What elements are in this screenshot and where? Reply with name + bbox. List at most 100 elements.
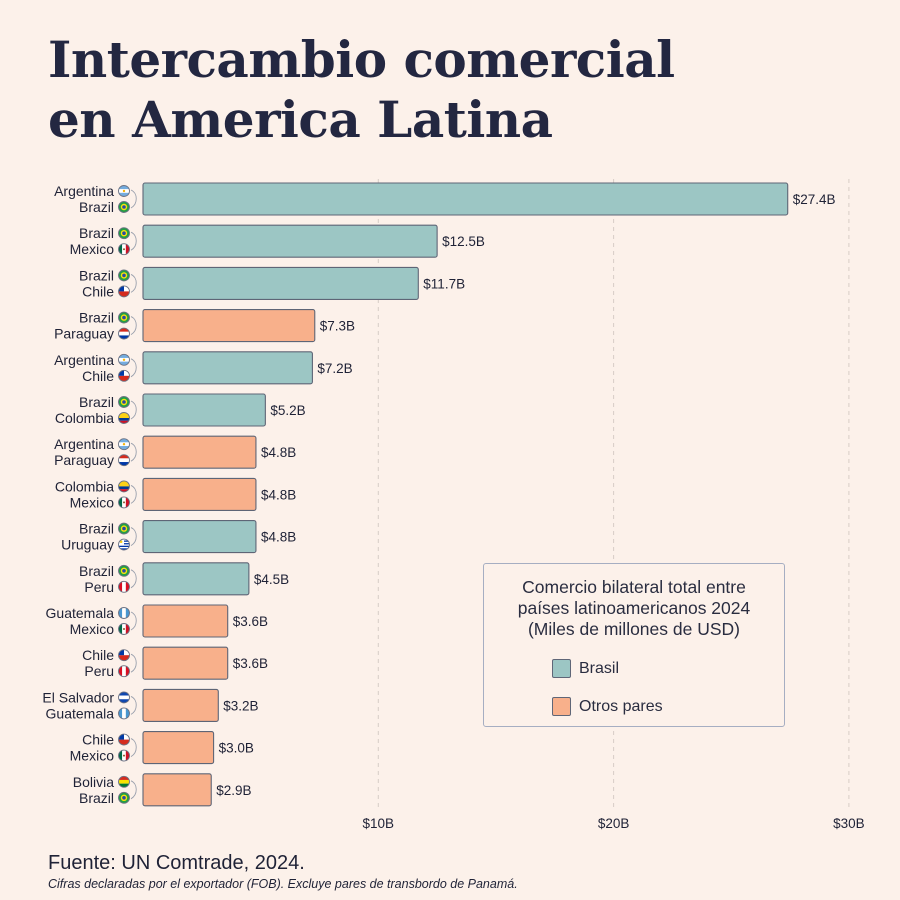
chile-flag-icon: [118, 733, 130, 746]
pair-connector-icon: [130, 400, 137, 420]
country-label: Mexico: [70, 241, 115, 257]
legend-label-brasil: Brasil: [579, 659, 620, 677]
country-label: Brazil: [79, 394, 114, 410]
bar-value-label: $12.5B: [442, 234, 485, 249]
title-line-1: Intercambio comercial: [48, 30, 675, 89]
legend-swatch-otros: [552, 697, 571, 716]
country-label: Argentina: [54, 352, 114, 368]
bar: [142, 393, 266, 427]
pair-connector-icon: [130, 358, 137, 378]
pair-connector-icon: [130, 527, 137, 546]
country-label: Chile: [82, 732, 114, 748]
country-label: Paraguay: [54, 326, 114, 342]
country-label: Guatemala: [46, 705, 115, 721]
mexico-flag-icon: [118, 243, 130, 256]
bar-value-label: $4.8B: [261, 487, 296, 502]
country-label: Argentina: [54, 436, 114, 452]
pair-connector-icon: [130, 231, 137, 251]
legend-title-line: Comercio bilateral total entre: [522, 577, 746, 597]
bar-value-label: $7.3B: [320, 319, 355, 334]
country-label: Paraguay: [54, 452, 114, 468]
colombia-flag-icon: [118, 480, 130, 493]
brazil-flag-icon: [118, 269, 130, 282]
country-label: Guatemala: [46, 605, 115, 621]
bar-value-label: $11.7B: [423, 276, 465, 291]
guatemala-flag-icon: [118, 707, 130, 720]
bar: [142, 351, 313, 385]
bar-value-label: $2.9B: [216, 783, 251, 798]
country-label: Mexico: [70, 621, 115, 637]
country-label: Mexico: [70, 494, 115, 510]
bar-value-label: $7.2B: [317, 361, 352, 376]
country-label: Brazil: [79, 521, 114, 537]
legend-title-line: países latinoamericanos 2024: [517, 598, 751, 618]
country-label: Brazil: [79, 310, 114, 326]
title-line-2: en America Latina: [48, 90, 553, 149]
x-tick-label: $20B: [598, 816, 630, 831]
pair-connector-icon: [130, 273, 137, 293]
country-label: Brazil: [79, 225, 114, 241]
bolivia-flag-icon: [118, 775, 130, 788]
pair-connector-icon: [130, 189, 137, 209]
country-label: Peru: [84, 579, 114, 595]
pair-connector-icon: [130, 611, 137, 631]
country-label: Colombia: [55, 410, 114, 426]
bar: [142, 562, 250, 596]
guatemala-flag-icon: [118, 607, 130, 619]
pair-connector-icon: [130, 738, 137, 757]
legend-title: Comercio bilateral total entre países la…: [484, 577, 784, 640]
pair-connector-icon: [130, 316, 137, 335]
mexico-flag-icon: [118, 496, 130, 509]
chart-legend: Comercio bilateral total entre países la…: [483, 563, 785, 727]
bar-value-label: $5.2B: [270, 403, 305, 418]
peru-flag-icon: [118, 665, 130, 678]
brazil-flag-icon: [118, 522, 130, 535]
bar: [142, 688, 219, 722]
pair-connector-icon: [130, 695, 137, 715]
country-label: Brazil: [79, 563, 114, 579]
brazil-flag-icon: [118, 396, 130, 408]
chile-flag-icon: [118, 649, 130, 662]
bar: [142, 773, 212, 807]
country-label: Brazil: [79, 199, 114, 215]
chile-flag-icon: [118, 285, 130, 298]
bar-value-label: $4.5B: [254, 572, 289, 587]
el-salvador-flag-icon: [118, 691, 130, 704]
bar: [142, 182, 789, 216]
brazil-flag-icon: [118, 564, 130, 577]
bar: [142, 477, 257, 511]
legend-item-brasil: Brasil: [552, 659, 619, 678]
x-tick-label: $10B: [363, 816, 395, 831]
peru-flag-icon: [118, 580, 130, 593]
pair-connector-icon: [130, 442, 137, 462]
bar: [142, 224, 438, 258]
bar: [142, 731, 215, 765]
source-text: Fuente: UN Comtrade, 2024.: [48, 852, 305, 874]
uruguay-flag-icon: [118, 538, 130, 551]
brazil-flag-icon: [118, 227, 130, 240]
bar: [142, 520, 257, 554]
bar: [142, 266, 419, 300]
legend-title-line: (Miles de millones de USD): [527, 619, 740, 639]
pair-connector-icon: [130, 484, 137, 504]
legend-swatch-brasil: [552, 659, 571, 678]
legend-item-otros: Otros pares: [552, 697, 663, 716]
country-label: Argentina: [54, 183, 114, 199]
pair-connector-icon: [130, 653, 137, 673]
country-label: El Salvador: [42, 689, 114, 705]
chile-flag-icon: [118, 369, 130, 382]
country-label: Colombia: [55, 478, 114, 494]
bar: [142, 646, 229, 680]
bar: [142, 604, 229, 638]
country-label: Chile: [82, 283, 114, 299]
bar-value-label: $3.2B: [223, 698, 258, 713]
chart-title: Intercambio comercial en America Latina: [48, 30, 675, 150]
argentina-flag-icon: [118, 185, 130, 197]
bar-value-label: $3.0B: [219, 741, 254, 756]
argentina-flag-icon: [118, 353, 130, 366]
pair-connector-icon: [130, 569, 137, 589]
brazil-flag-icon: [118, 791, 130, 804]
mexico-flag-icon: [118, 623, 130, 635]
country-label: Bolivia: [73, 774, 114, 790]
